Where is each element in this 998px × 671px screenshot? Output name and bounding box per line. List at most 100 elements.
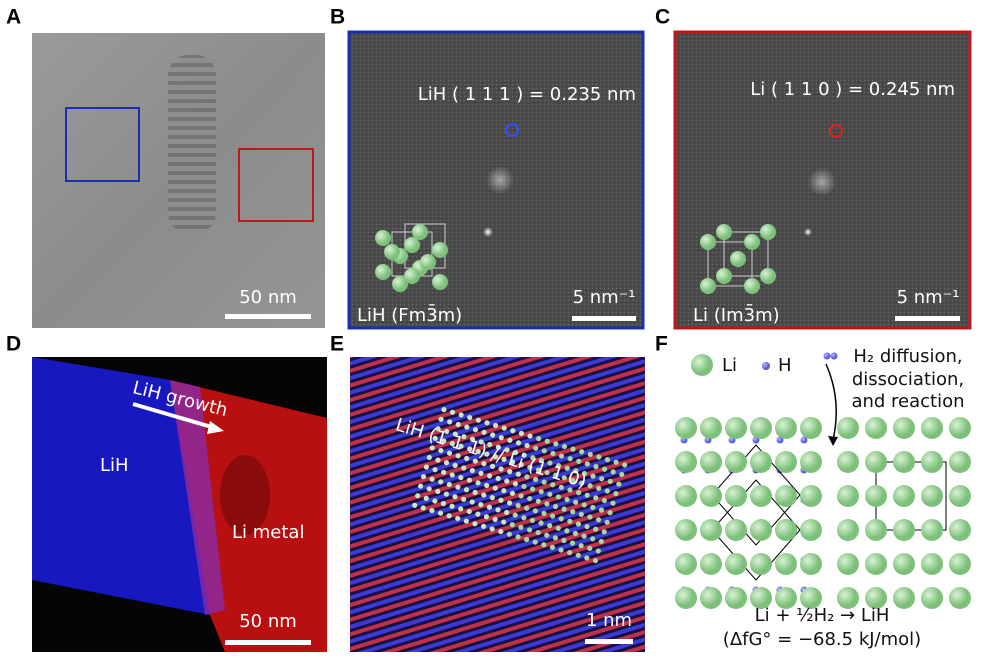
atom (455, 453, 461, 459)
atom (489, 495, 495, 501)
atom (449, 441, 456, 447)
atom (486, 473, 493, 479)
atom (455, 515, 461, 522)
atom (595, 548, 601, 554)
atom (544, 501, 550, 507)
atom (509, 490, 516, 496)
atom (464, 455, 470, 462)
li-atom (700, 485, 722, 507)
li-atom (775, 553, 797, 575)
h-atom (776, 436, 784, 444)
atom (610, 500, 616, 506)
li-atom (800, 485, 822, 507)
atom (472, 458, 478, 464)
atom (700, 234, 716, 250)
atom (553, 441, 559, 447)
atom (599, 476, 605, 482)
scale-label: 5 nm⁻¹ (573, 287, 636, 308)
atom (484, 482, 490, 489)
atom (432, 467, 438, 473)
cell-edge (723, 231, 769, 277)
li-atom (750, 587, 772, 609)
panel-letter: E (330, 333, 344, 356)
atom (495, 507, 501, 513)
atom (506, 500, 513, 506)
atom (404, 237, 420, 253)
atom (440, 501, 447, 507)
atom (492, 454, 499, 460)
li-atom (837, 519, 859, 541)
atom (587, 483, 593, 489)
atom (575, 521, 582, 527)
scale-bar (585, 639, 633, 644)
atom (570, 509, 576, 515)
li-atom (775, 587, 797, 609)
scale-label: 50 nm (239, 287, 297, 308)
atom (700, 278, 716, 294)
panel-letter: B (330, 6, 345, 29)
atom (443, 491, 449, 497)
li-atom (921, 587, 943, 609)
atom (530, 486, 536, 492)
atom (438, 416, 444, 422)
atom (538, 520, 544, 526)
atom (469, 436, 476, 442)
li-atom (725, 485, 747, 507)
atom (464, 424, 470, 430)
li-atom (837, 485, 859, 507)
li-atom (865, 587, 887, 609)
atom (584, 461, 590, 467)
dark-spot (220, 455, 270, 535)
atom (558, 484, 564, 490)
li-atom (700, 417, 722, 439)
atom (760, 268, 776, 284)
atom (444, 428, 450, 435)
atom (561, 475, 567, 481)
atom (461, 465, 467, 471)
atom (541, 448, 547, 454)
atom (536, 436, 542, 442)
atom (584, 492, 590, 498)
atom (412, 224, 428, 240)
atom (549, 513, 556, 519)
atom (455, 421, 461, 428)
atom (587, 514, 593, 520)
atom (492, 516, 498, 523)
atom (423, 495, 429, 501)
cell-edge (707, 241, 753, 287)
atom (461, 496, 467, 502)
atom (469, 499, 475, 505)
atom (423, 464, 430, 470)
atom (518, 462, 524, 468)
atom (426, 486, 432, 492)
li-atom (865, 519, 887, 541)
li-atom (800, 553, 822, 575)
li-atom (949, 587, 971, 609)
atom (518, 524, 524, 530)
atom (489, 463, 496, 469)
atom (716, 224, 732, 240)
atom (532, 508, 538, 514)
atom (458, 412, 464, 418)
note: dissociation, (852, 369, 964, 390)
atom (438, 479, 444, 485)
atom (613, 459, 619, 465)
scale-bar (572, 316, 636, 321)
atom (515, 534, 521, 540)
arrow (825, 363, 837, 441)
atom (570, 446, 576, 452)
li-atom (775, 417, 797, 439)
atom (512, 481, 519, 487)
atom (458, 443, 464, 449)
li-atom (700, 587, 722, 609)
atom (530, 455, 536, 461)
red-box (238, 148, 314, 222)
atom (535, 529, 541, 536)
atom (443, 460, 450, 466)
arrow (132, 402, 216, 430)
atom (472, 489, 478, 495)
li-icon (691, 354, 713, 376)
atom (481, 429, 487, 435)
atom (544, 469, 550, 476)
atom (716, 268, 732, 284)
